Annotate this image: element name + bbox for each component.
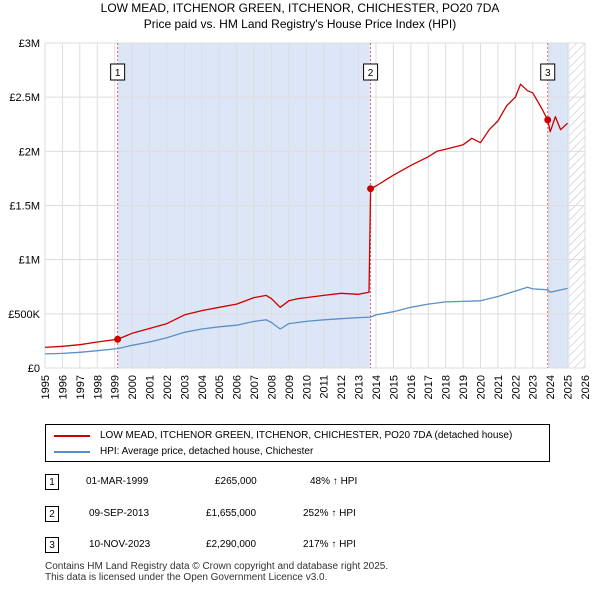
transaction-date: 10-NOV-2023 bbox=[89, 539, 151, 550]
y-tick-label: £2.5M bbox=[9, 92, 40, 104]
sale-marker-box bbox=[110, 63, 126, 81]
transaction-badge: 1 bbox=[45, 474, 59, 490]
x-tick-label: 1999 bbox=[110, 375, 122, 399]
x-tick-label: 2011 bbox=[319, 375, 331, 399]
sale-marker-box bbox=[540, 63, 556, 81]
x-tick-label: 2003 bbox=[179, 375, 191, 399]
x-tick-label: 2022 bbox=[510, 375, 522, 399]
x-tick-label: 2004 bbox=[197, 375, 209, 399]
y-tick-label: £2M bbox=[19, 146, 40, 158]
x-tick-label: 1996 bbox=[57, 375, 69, 399]
x-tick-label: 2018 bbox=[441, 375, 453, 399]
x-tick-label: 2007 bbox=[249, 375, 261, 399]
y-tick-label: £1M bbox=[19, 255, 40, 267]
transaction-hpi-change: 48% ↑ HPI bbox=[310, 476, 358, 487]
x-tick-label: 2000 bbox=[127, 375, 139, 399]
y-tick-label: £500K bbox=[8, 309, 40, 321]
legend-swatch-hpi bbox=[54, 451, 90, 453]
x-tick-label: 1995 bbox=[40, 375, 52, 399]
x-tick-label: 2002 bbox=[162, 375, 174, 399]
x-tick-label: 1997 bbox=[75, 375, 87, 399]
sale-marker-label: 2 bbox=[368, 68, 374, 79]
x-tick-label: 2019 bbox=[458, 375, 470, 399]
chart-subtitle: Price paid vs. HM Land Registry's House … bbox=[143, 17, 457, 31]
sale-marker-box bbox=[363, 63, 379, 81]
chart-title: LOW MEAD, ITCHENOR GREEN, ITCHENOR, CHIC… bbox=[100, 1, 500, 15]
hpi-line bbox=[44, 286, 568, 355]
transaction-badge: 3 bbox=[45, 537, 59, 553]
x-tick-label: 2008 bbox=[266, 375, 278, 399]
transaction-price: £2,290,000 bbox=[206, 539, 257, 550]
legend-label-hpi: HPI: Average price, detached house, Chic… bbox=[100, 446, 314, 457]
x-tick-label: 2017 bbox=[423, 375, 435, 399]
x-tick-label: 2013 bbox=[354, 375, 366, 399]
transaction-date: 01-MAR-1999 bbox=[86, 476, 149, 487]
transaction-price: £265,000 bbox=[215, 476, 257, 487]
x-tick-label: 2015 bbox=[388, 375, 400, 399]
x-tick-label: 2009 bbox=[284, 375, 296, 399]
sale-marker-label: 3 bbox=[545, 68, 551, 79]
x-tick-label: 2024 bbox=[545, 375, 557, 399]
transaction-badge: 2 bbox=[45, 506, 59, 522]
property-price-line bbox=[44, 83, 569, 349]
footer-licence: This data is licensed under the Open Gov… bbox=[45, 572, 328, 583]
sale-point bbox=[367, 185, 375, 193]
transaction-hpi-change: 217% ↑ HPI bbox=[303, 539, 356, 550]
sale-point bbox=[114, 335, 122, 343]
x-tick-label: 2014 bbox=[371, 375, 383, 399]
x-tick-label: 2001 bbox=[145, 375, 157, 399]
sale-point bbox=[544, 116, 552, 124]
transaction-hpi-change: 252% ↑ HPI bbox=[303, 508, 356, 519]
x-tick-label: 2005 bbox=[214, 375, 226, 399]
x-tick-label: 2012 bbox=[336, 375, 348, 399]
price-chart: 1 2 3 £0 £500K £1M £1.5M £2M £2.5M £3M 1995 1996 19… bbox=[8, 38, 592, 399]
x-tick-label: 2026 bbox=[580, 375, 592, 399]
x-tick-label: 2020 bbox=[475, 375, 487, 399]
x-tick-label: 2016 bbox=[406, 375, 418, 399]
x-tick-label: 1998 bbox=[92, 375, 104, 399]
transaction-price: £1,655,000 bbox=[206, 508, 257, 519]
x-tick-label: 2010 bbox=[301, 375, 313, 399]
y-tick-label: £3M bbox=[19, 38, 40, 50]
legend-label-property: LOW MEAD, ITCHENOR GREEN, ITCHENOR, CHIC… bbox=[100, 430, 513, 441]
footer-copyright: Contains HM Land Registry data © Crown c… bbox=[45, 561, 389, 572]
x-tick-label: 2006 bbox=[232, 375, 244, 399]
x-tick-label: 2023 bbox=[528, 375, 540, 399]
transaction-date: 09-SEP-2013 bbox=[89, 508, 150, 519]
legend: LOW MEAD, ITCHENOR GREEN, ITCHENOR, CHIC… bbox=[45, 424, 550, 462]
y-tick-label: £0 bbox=[28, 363, 40, 375]
x-tick-label: 2021 bbox=[493, 375, 505, 399]
sale-marker-label: 1 bbox=[115, 68, 121, 79]
y-tick-label: £1.5M bbox=[9, 201, 40, 213]
legend-swatch-property bbox=[54, 435, 90, 437]
x-tick-label: 2025 bbox=[563, 375, 575, 399]
